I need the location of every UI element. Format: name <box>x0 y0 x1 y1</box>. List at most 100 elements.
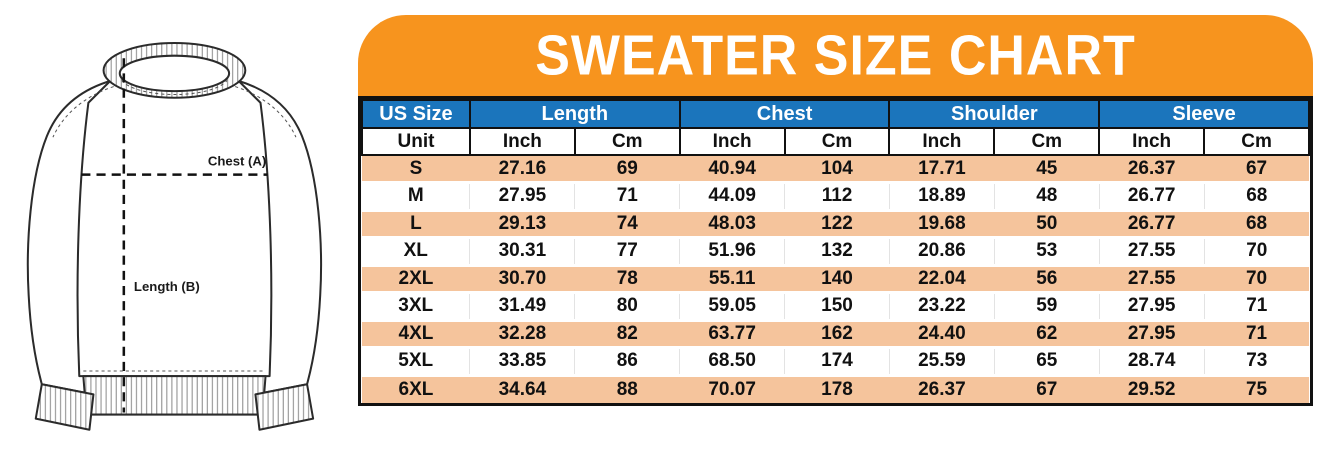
value-cell: 50 <box>994 210 1100 239</box>
size-chart-panel: SWEATER SIZE CHART US Size Length Chest Sho… <box>358 15 1313 406</box>
value-cell: 63.77 <box>679 320 785 349</box>
size-table: US Size Length Chest Shoulder Sleeve Unit Inch… <box>361 99 1310 403</box>
value-cell: 68.50 <box>679 347 785 377</box>
size-cell: S <box>362 155 470 184</box>
value-cell: 68 <box>1203 182 1309 212</box>
size-table-wrap: US Size Length Chest Shoulder Sleeve Unit Inch… <box>358 96 1313 406</box>
col-header-us-size: US Size <box>361 99 471 129</box>
value-cell: 88 <box>574 375 680 403</box>
length-measure-label: Length (B) <box>134 279 200 294</box>
sweater-collar-inner <box>118 54 231 93</box>
value-cell: 77 <box>574 237 680 267</box>
sweater-hem-band <box>82 375 267 416</box>
value-cell: 28.74 <box>1098 347 1205 377</box>
unit-cell-1: Cm <box>573 127 681 156</box>
value-cell: 29.52 <box>1099 375 1205 403</box>
value-cell: 56 <box>994 265 1100 294</box>
value-cell: 27.16 <box>469 155 575 184</box>
value-cell: 24.40 <box>889 320 995 349</box>
chest-measure-label: Chest (A) <box>208 154 266 169</box>
value-cell: 23.22 <box>888 292 995 322</box>
sweater-sketch-svg: Chest (A) Length (B) <box>26 42 323 431</box>
stitch-line-collar <box>121 80 228 96</box>
value-cell: 71 <box>1204 320 1309 349</box>
value-cell: 29.13 <box>469 210 575 239</box>
value-cell: 27.95 <box>1098 292 1205 322</box>
size-cell: 6XL <box>362 375 470 403</box>
value-cell: 70.07 <box>679 375 785 403</box>
value-cell: 162 <box>784 320 890 349</box>
value-cell: 44.09 <box>679 182 785 212</box>
value-cell: 86 <box>574 347 680 377</box>
value-cell: 25.59 <box>888 347 995 377</box>
table-row: 3XL 31.49 80 59.05 150 23.22 59 27.95 71 <box>362 292 1309 322</box>
table-row: XL 30.31 77 51.96 132 20.86 53 27.55 70 <box>362 237 1309 267</box>
size-cell: L <box>362 210 470 239</box>
value-cell: 45 <box>994 155 1100 184</box>
value-cell: 70 <box>1204 265 1309 294</box>
value-cell: 74 <box>574 210 680 239</box>
table-row: S 27.16 69 40.94 104 17.71 45 26.37 67 <box>362 155 1309 184</box>
value-cell: 78 <box>574 265 680 294</box>
unit-cell-3: Cm <box>783 127 891 156</box>
unit-cell-4: Inch <box>888 127 996 156</box>
table-row: M 27.95 71 44.09 112 18.89 48 26.77 68 <box>362 182 1309 212</box>
value-cell: 178 <box>784 375 890 403</box>
size-cell: 3XL <box>362 292 470 322</box>
value-cell: 67 <box>994 375 1100 403</box>
value-cell: 19.68 <box>889 210 995 239</box>
unit-cell-7: Cm <box>1203 127 1310 156</box>
value-cell: 55.11 <box>679 265 785 294</box>
value-cell: 67 <box>1204 155 1309 184</box>
value-cell: 68 <box>1204 210 1309 239</box>
value-cell: 26.77 <box>1099 210 1205 239</box>
value-cell: 18.89 <box>888 182 995 212</box>
value-cell: 27.55 <box>1098 237 1205 267</box>
value-cell: 53 <box>993 237 1100 267</box>
table-row: 4XL 32.28 82 63.77 162 24.40 62 27.95 71 <box>362 320 1309 349</box>
value-cell: 26.37 <box>889 375 995 403</box>
value-cell: 31.49 <box>469 292 575 322</box>
value-cell: 150 <box>784 292 890 322</box>
sweater-body <box>76 79 273 378</box>
size-cell: 5XL <box>362 347 470 377</box>
table-row: 5XL 33.85 86 68.50 174 25.59 65 28.74 73 <box>362 347 1309 377</box>
unit-cell-5: Cm <box>993 127 1101 156</box>
sweater-right-cuff <box>254 383 315 431</box>
value-cell: 104 <box>784 155 890 184</box>
value-cell: 48.03 <box>679 210 785 239</box>
chart-title: SWEATER SIZE CHART <box>535 24 1136 87</box>
size-cell: 4XL <box>362 320 470 349</box>
size-table-body: S 27.16 69 40.94 104 17.71 45 26.37 67 M 27.95 71 44… <box>362 155 1309 403</box>
value-cell: 71 <box>574 182 680 212</box>
value-cell: 26.37 <box>1099 155 1205 184</box>
stitch-line-right-shoulder <box>235 86 297 138</box>
value-cell: 40.94 <box>679 155 785 184</box>
title-banner: SWEATER SIZE CHART <box>358 15 1313 96</box>
sweater-illustration: Chest (A) Length (B) <box>12 40 347 450</box>
unit-header-row: Unit Inch Cm Inch Cm Inch Cm Inch Cm <box>361 127 1310 156</box>
stitch-line-left-shoulder <box>52 86 114 138</box>
value-cell: 70 <box>1203 237 1309 267</box>
col-header-sleeve: Sleeve <box>1098 99 1310 129</box>
value-cell: 27.95 <box>469 182 575 212</box>
col-header-shoulder: Shoulder <box>888 99 1101 129</box>
value-cell: 112 <box>784 182 890 212</box>
value-cell: 59 <box>993 292 1100 322</box>
value-cell: 174 <box>784 347 890 377</box>
col-header-length: Length <box>468 99 681 129</box>
value-cell: 32.28 <box>469 320 575 349</box>
size-cell: M <box>362 182 470 212</box>
value-cell: 27.55 <box>1099 265 1205 294</box>
value-cell: 140 <box>784 265 890 294</box>
value-cell: 122 <box>784 210 890 239</box>
group-header-row: US Size Length Chest Shoulder Sleeve <box>361 99 1310 129</box>
size-cell: XL <box>362 237 470 267</box>
size-table-head: US Size Length Chest Shoulder Sleeve Unit Inch… <box>361 99 1310 156</box>
unit-cell-0: Inch <box>468 127 576 156</box>
value-cell: 33.85 <box>469 347 575 377</box>
value-cell: 17.71 <box>889 155 995 184</box>
value-cell: 59.05 <box>679 292 785 322</box>
table-row: L 29.13 74 48.03 122 19.68 50 26.77 68 <box>362 210 1309 239</box>
